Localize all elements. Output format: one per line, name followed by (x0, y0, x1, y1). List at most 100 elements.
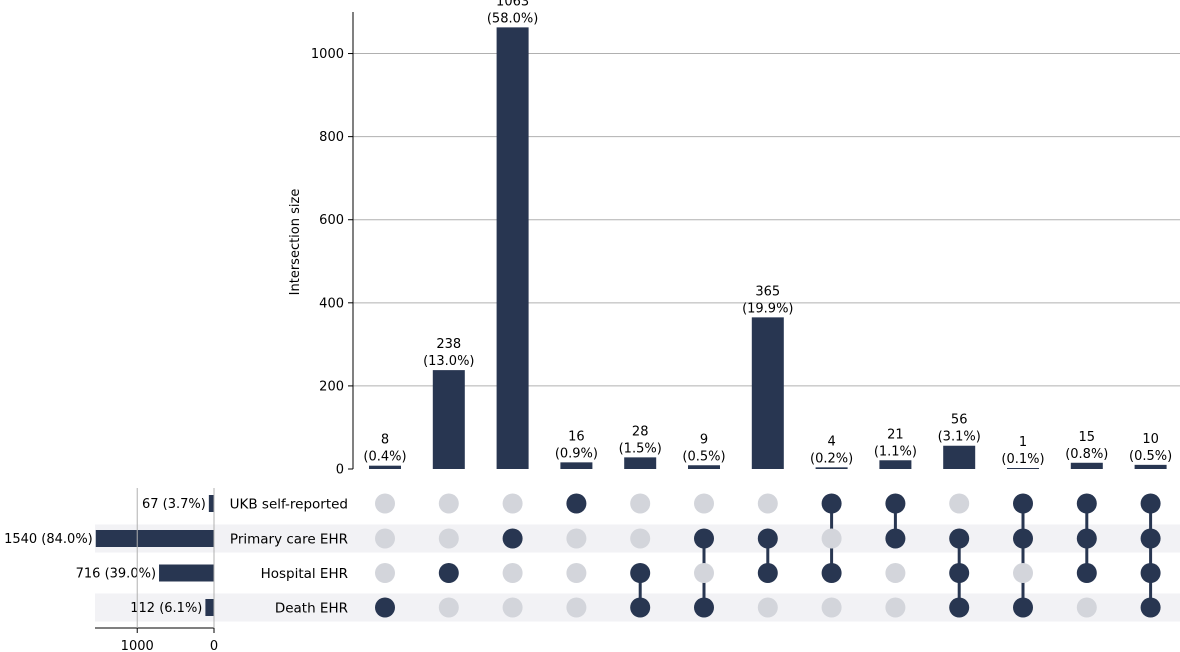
set-size-bars: 67 (3.7%) 1540 (84.0%) 716 (39.0%) 112 (6.1… (4, 495, 214, 616)
membership-dot-inactive (566, 597, 587, 618)
membership-dot-inactive (630, 493, 651, 514)
y-tick-label: 1000 (311, 47, 344, 62)
set-size-label: 67 (3.7%) (142, 497, 206, 512)
set-size-label: 1540 (84.0%) (4, 532, 93, 547)
bar-percent-label: (0.9%) (555, 446, 598, 461)
bar-value-label: 9 (700, 432, 708, 447)
y-tick-label: 800 (319, 130, 344, 145)
bar-value-label: 4 (827, 434, 835, 449)
bar-value-label: 238 (436, 337, 461, 352)
bar-value-label: 1063 (496, 0, 529, 9)
membership-dot-active (1076, 528, 1097, 549)
membership-dot-active (1013, 493, 1033, 514)
set-size-bar (205, 599, 214, 616)
set-name-labels: UKB self-reported Primary care EHR Hospita… (230, 497, 348, 617)
membership-dot-inactive (885, 563, 906, 583)
set-name-label: UKB self-reported (230, 497, 348, 513)
bar-value-label: 56 (951, 413, 968, 428)
bar-value-label: 15 (1079, 430, 1096, 445)
bar-value-label: 28 (632, 424, 649, 439)
membership-dot-inactive (1013, 563, 1033, 583)
membership-dot-inactive (821, 528, 842, 549)
membership-dot-inactive (1076, 597, 1097, 618)
membership-dot-inactive (438, 493, 459, 514)
membership-dot-inactive (502, 563, 523, 583)
set-name-label: Primary care EHR (230, 532, 348, 548)
bar-value-label: 16 (568, 429, 585, 444)
y-axis-label: Intersection size (288, 189, 303, 296)
membership-dot-active (1013, 528, 1033, 549)
membership-dot-active (821, 563, 842, 583)
bar-percent-label: (3.1%) (938, 430, 981, 445)
membership-dot-inactive (949, 493, 970, 514)
membership-dot-inactive (438, 528, 459, 549)
y-tick-label: 200 (319, 379, 344, 394)
set-name-label: Hospital EHR (261, 566, 348, 582)
bar-value-label: 10 (1142, 432, 1159, 447)
intersection-bar (879, 460, 912, 469)
bar-value-label: 365 (755, 284, 780, 299)
intersection-bar (369, 465, 401, 469)
set-size-label: 716 (39.0%) (76, 567, 156, 582)
membership-dot-inactive (821, 597, 842, 618)
bar-value-label: 21 (887, 427, 904, 442)
bar-value-label: 1 (1019, 435, 1027, 450)
membership-dot-inactive (694, 563, 714, 583)
membership-dot-inactive (375, 493, 395, 514)
membership-dot-active (1076, 563, 1097, 583)
membership-dot-active (949, 528, 970, 549)
bar-percent-label: (0.2%) (810, 451, 853, 466)
membership-dot-active (757, 563, 778, 583)
intersection-bar (688, 465, 720, 469)
membership-dot-inactive (375, 528, 395, 549)
set-size-tick-label: 1000 (121, 639, 154, 652)
intersection-bar (1070, 462, 1103, 469)
membership-dot-inactive (694, 493, 714, 514)
bar-percent-label: (0.5%) (682, 449, 725, 464)
bar-value-label: 8 (381, 433, 389, 448)
membership-dot-active (566, 493, 587, 514)
set-size-tick-label: 0 (210, 639, 218, 652)
membership-dot-active (949, 597, 970, 618)
bar-percent-label: (0.1%) (1001, 452, 1044, 467)
bar-percent-label: (58.0%) (487, 11, 538, 26)
y-tick-label: 400 (319, 296, 344, 311)
membership-dot-active (630, 597, 651, 618)
intersection-bars (369, 27, 1167, 469)
membership-dot-inactive (566, 528, 587, 549)
intersection-bar (815, 467, 848, 469)
intersection-bar (943, 445, 976, 469)
membership-dot-active (1076, 493, 1097, 514)
membership-dot-active (1140, 597, 1161, 618)
membership-dot-inactive (630, 528, 651, 549)
set-size-label: 112 (6.1%) (130, 601, 202, 616)
membership-dot-active (821, 493, 842, 514)
bar-percent-label: (1.5%) (619, 441, 662, 456)
membership-dot-active (630, 563, 651, 583)
membership-dot-inactive (566, 563, 587, 583)
intersection-bar (624, 457, 657, 469)
intersection-bar (751, 317, 784, 469)
bar-percent-label: (0.5%) (1129, 449, 1172, 464)
intersection-bar (1007, 468, 1039, 469)
membership-dot-inactive (438, 597, 459, 618)
intersection-bar-labels: 8 (0.4%) 238 (13.0%) 1063 (58.0%) 16 (0.9%) 28 (1… (363, 0, 1172, 467)
bar-percent-label: (13.0%) (423, 354, 474, 369)
set-name-label: Death EHR (275, 601, 348, 617)
y-axis: 0 200 400 600 800 1000 (311, 12, 354, 478)
membership-dot-active (885, 493, 906, 514)
membership-dot-inactive (502, 597, 523, 618)
membership-dot-active (1140, 493, 1161, 514)
membership-dot-inactive (757, 597, 778, 618)
membership-dot-active (438, 563, 459, 583)
membership-dot-active (694, 597, 714, 618)
bar-percent-label: (19.9%) (742, 301, 793, 316)
membership-matrix (375, 493, 1161, 618)
membership-dot-active (502, 528, 523, 549)
bar-percent-label: (0.4%) (363, 450, 406, 465)
bar-percent-label: (1.1%) (874, 444, 917, 459)
membership-dot-active (757, 528, 778, 549)
intersection-bar (432, 370, 465, 469)
membership-dot-active (694, 528, 714, 549)
